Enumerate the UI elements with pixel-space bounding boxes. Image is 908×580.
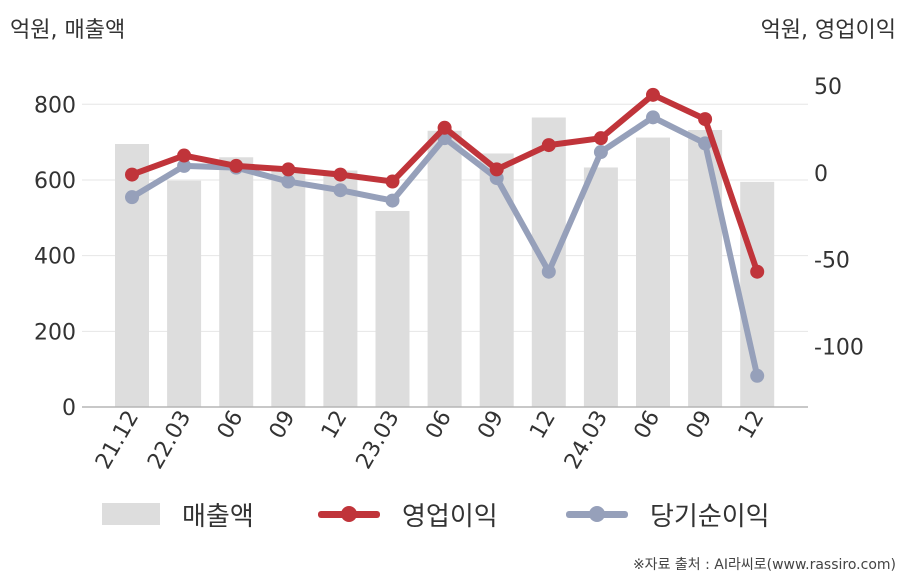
x-tick-label: 12	[734, 407, 770, 444]
right-axis-unit: 억원, 영업이익	[760, 18, 896, 43]
legend-item-operating-profit: 영업이익	[318, 494, 498, 534]
point-net-income	[125, 190, 139, 205]
legend-label-revenue: 매출액	[182, 501, 254, 532]
point-operating-profit	[385, 174, 400, 189]
point-net-income	[385, 193, 400, 208]
left-tick-label: 0	[62, 396, 76, 421]
legend-swatch-net-income	[566, 503, 628, 525]
point-operating-profit	[229, 158, 244, 173]
x-tick-label: 12	[525, 407, 561, 444]
x-tick-label: 23.03	[352, 407, 405, 471]
x-tick-label: 09	[265, 407, 301, 444]
x-tick-label: 06	[421, 407, 457, 444]
bar-revenue	[583, 167, 618, 407]
bar-revenue	[531, 117, 566, 408]
legend-label-net-income: 당기순이익	[650, 501, 770, 532]
bar-revenue	[167, 180, 202, 407]
point-net-income	[646, 110, 660, 125]
right-tick-label: -50	[814, 249, 850, 274]
point-operating-profit	[593, 131, 608, 146]
point-net-income	[698, 136, 713, 151]
point-net-income	[750, 368, 765, 383]
bar-revenue	[271, 168, 306, 407]
profit-lines	[125, 87, 765, 383]
left-tick-label: 800	[34, 93, 76, 118]
left-tick-label: 400	[34, 245, 76, 270]
x-tick-label: 22.03	[143, 407, 196, 471]
bar-revenue	[479, 153, 514, 407]
right-tick-label: 50	[814, 75, 842, 100]
x-tick-label: 24.03	[560, 407, 613, 471]
bar-revenue	[323, 170, 358, 407]
source-note: ※자료 출처 : AI라씨로(www.rassiro.com)	[632, 557, 896, 573]
revenue-bars	[115, 117, 775, 408]
right-tick-label: 0	[814, 162, 828, 187]
left-tick-label: 200	[34, 320, 76, 345]
x-tick-label: 09	[682, 407, 718, 444]
x-tick-label: 06	[630, 407, 666, 444]
bar-revenue	[636, 137, 670, 407]
point-net-income	[593, 145, 608, 160]
point-operating-profit	[333, 167, 348, 182]
x-tick-label: 21.12	[91, 407, 144, 471]
point-operating-profit	[281, 162, 296, 177]
bar-revenue	[219, 157, 254, 407]
legend-swatch-operating-profit	[318, 503, 380, 525]
left-tick-label: 600	[34, 169, 76, 194]
point-operating-profit	[437, 120, 452, 135]
point-net-income	[541, 264, 556, 279]
legend-label-operating-profit: 영업이익	[402, 501, 498, 532]
left-axis-unit: 억원, 매출액	[10, 18, 126, 43]
bar-revenue	[427, 130, 462, 408]
point-operating-profit	[698, 112, 713, 127]
bar-revenue	[375, 210, 410, 407]
point-operating-profit	[489, 162, 504, 177]
point-net-income	[177, 158, 192, 173]
point-operating-profit	[541, 138, 556, 153]
bar-revenue	[115, 144, 149, 407]
bar-revenue	[688, 130, 723, 407]
legend-swatch-revenue	[102, 503, 160, 525]
x-tick-label: 09	[473, 407, 509, 444]
point-net-income	[333, 183, 348, 198]
point-operating-profit	[646, 87, 660, 102]
legend-item-net-income: 당기순이익	[566, 494, 770, 534]
point-operating-profit	[750, 264, 765, 279]
right-tick-label: -100	[814, 335, 864, 360]
point-operating-profit	[125, 167, 139, 182]
point-net-income	[281, 174, 296, 189]
x-tick-label: 12	[317, 407, 353, 444]
x-tick-label: 06	[213, 407, 249, 444]
legend-item-revenue: 매출액	[102, 494, 254, 534]
point-operating-profit	[177, 148, 192, 163]
